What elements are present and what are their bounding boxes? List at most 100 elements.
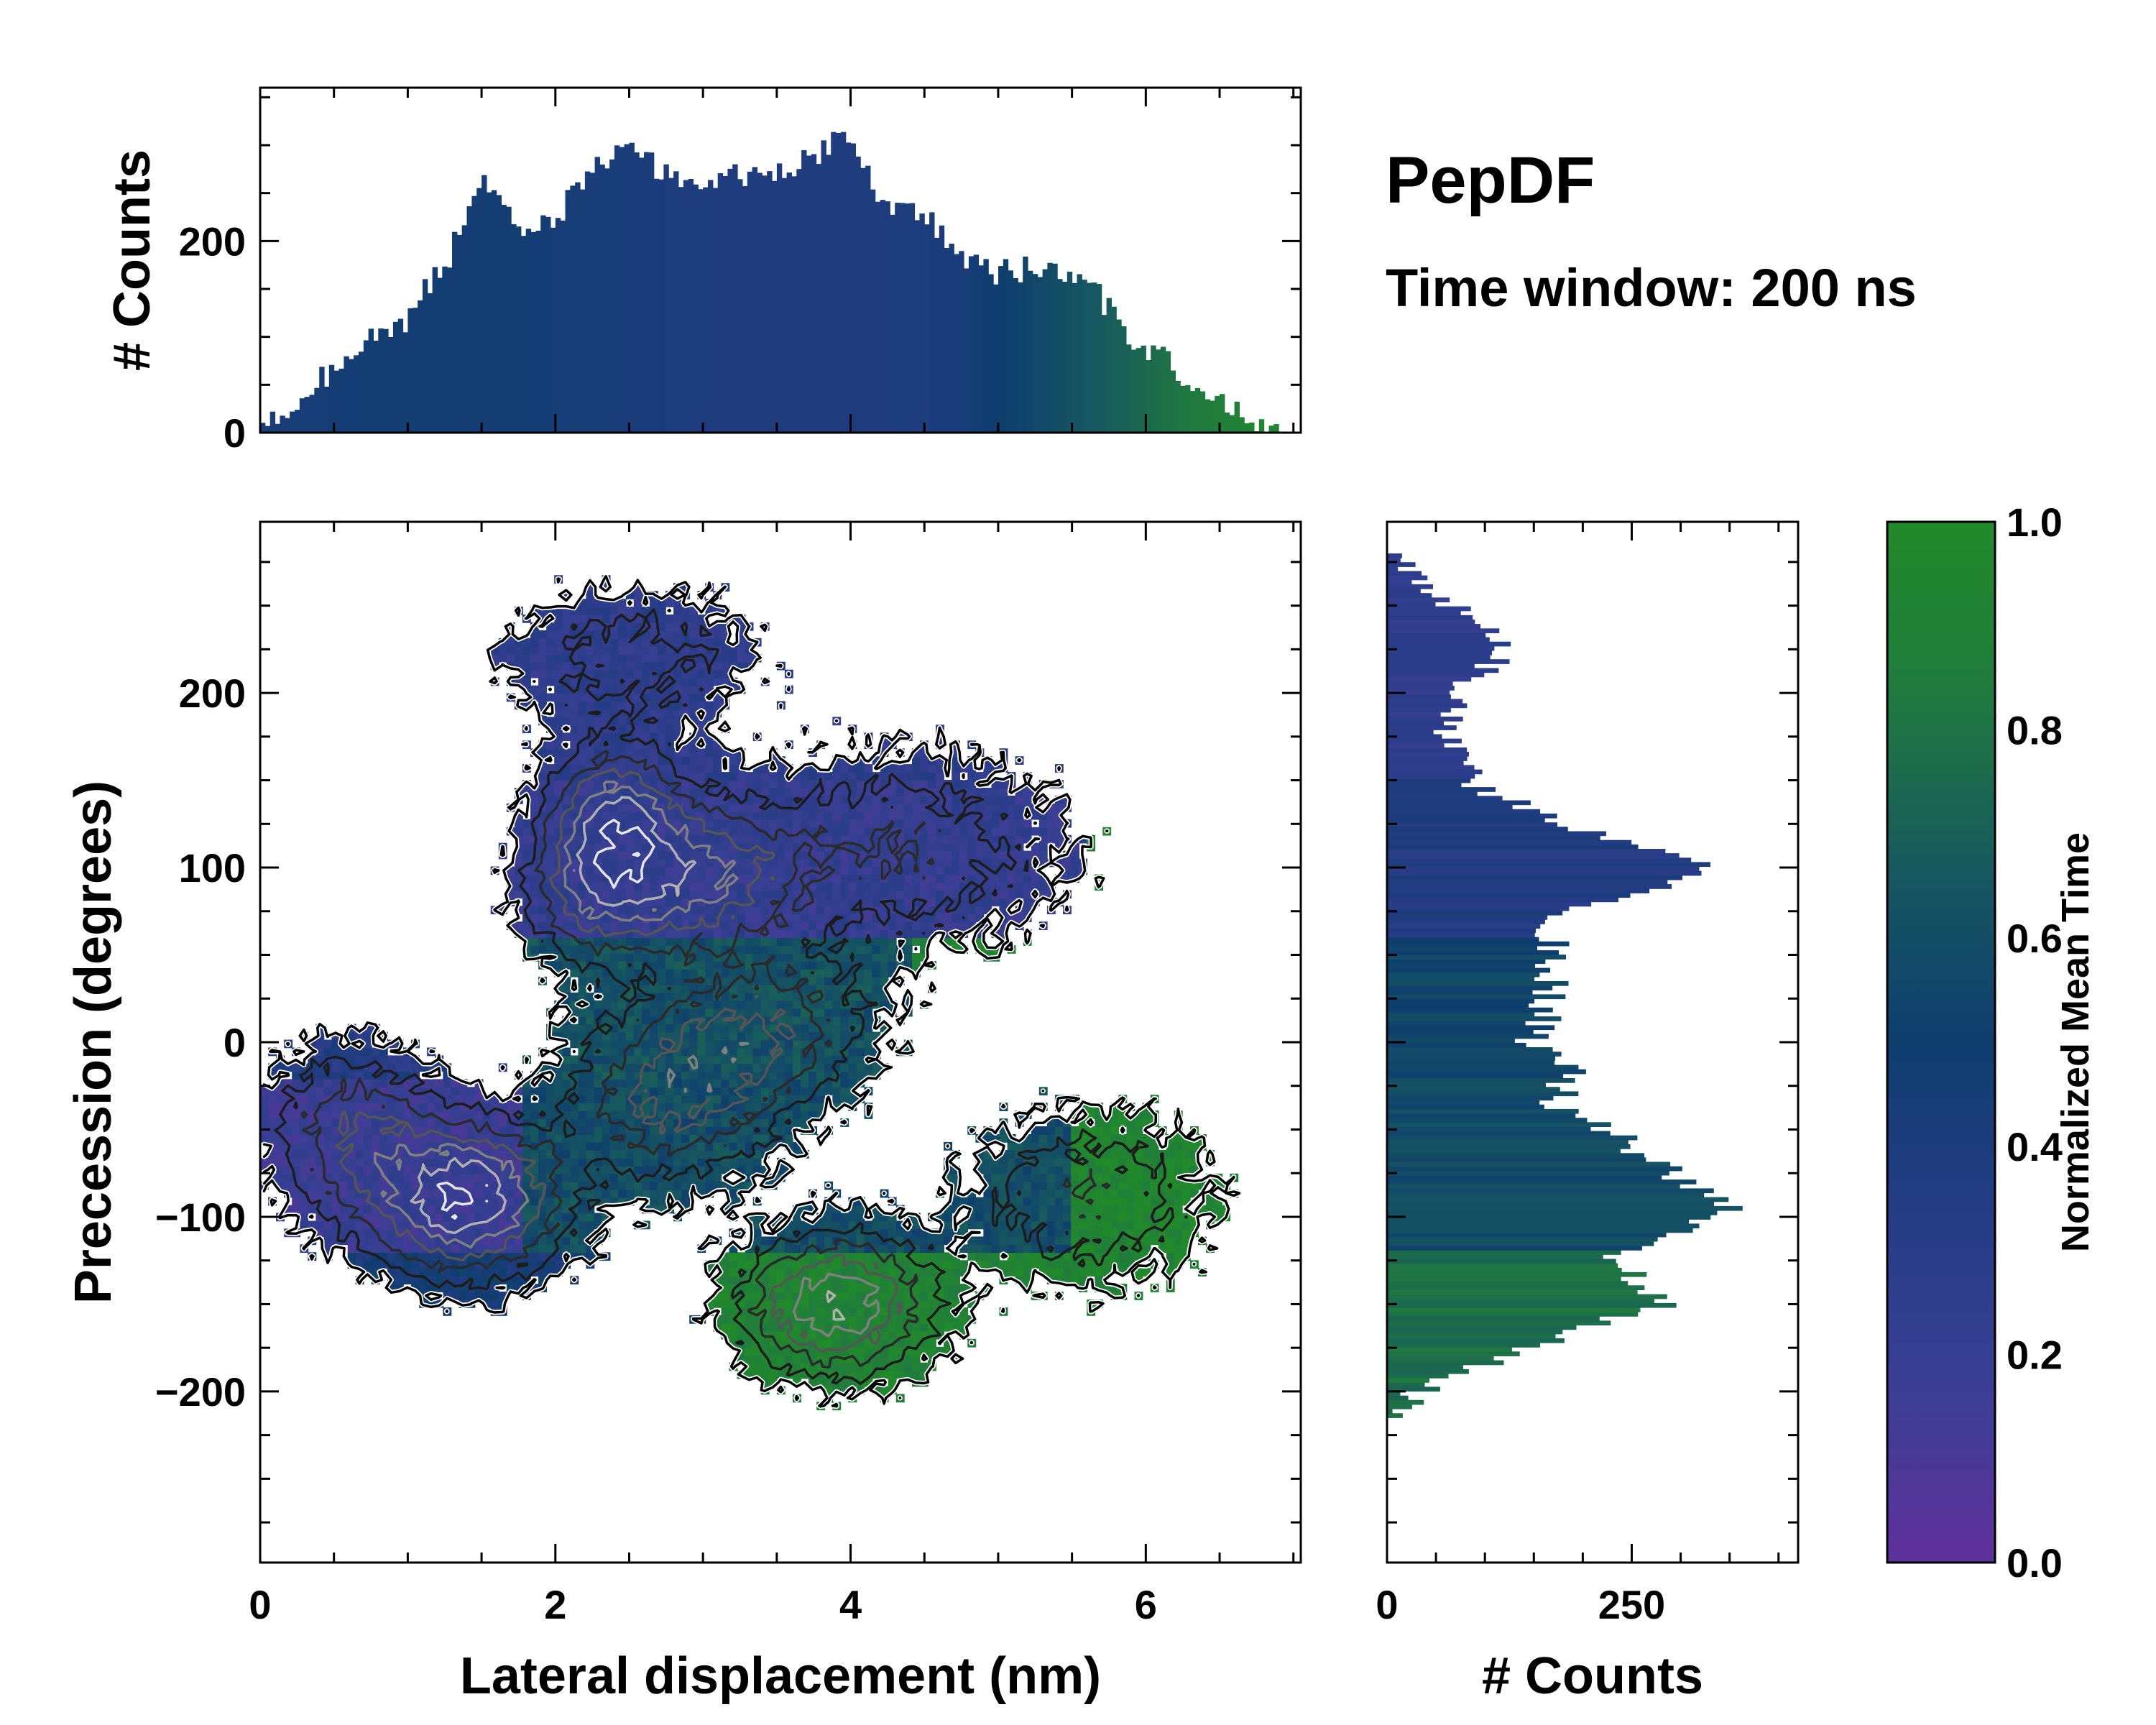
heatmap-cell [864,976,873,985]
heatmap-cell [1095,1189,1104,1198]
heatmap-cell [419,1103,428,1111]
heatmap-cell [562,1173,571,1182]
heatmap-cell [538,1276,547,1284]
heatmap-cell [1142,1165,1151,1174]
heatmap-cell [840,827,849,836]
heatmap-cell [665,1103,674,1111]
heatmap-cell [801,1095,809,1103]
heatmap-cell [967,1236,977,1246]
heatmap-cell [888,961,897,970]
heatmap-cell [824,984,834,993]
heatmap-cell [554,1031,563,1041]
heatmap-cell [760,1008,770,1017]
heatmap-cell [490,1276,499,1284]
heatmap-cell [1015,866,1024,875]
heatmap-cell [1102,1205,1112,1214]
heatmap-cell [872,1315,881,1324]
heatmap-cell [363,1213,372,1222]
heatmap-cell [578,976,587,985]
heatmap-cell [816,850,826,860]
heatmap-cell [928,1268,936,1276]
heatmap-cell [1087,1189,1096,1198]
heatmap-cell [474,1244,484,1254]
heatmap-cell [403,1157,412,1167]
heatmap-cell [911,1338,921,1348]
heatmap-cell [768,1268,778,1276]
heatmap-cell [586,1189,595,1198]
heatmap-cell [586,1055,595,1064]
heatmap-cell [784,1354,793,1363]
heatmap-cell [705,1008,714,1017]
heatmap-cell [895,788,905,796]
heatmap-cell [625,834,635,844]
heatmap-cell [466,1268,476,1276]
heatmap-cell [928,819,936,828]
heatmap-cell [760,874,770,883]
heatmap-cell [936,858,944,868]
heatmap-cell [443,1079,452,1088]
heatmap-cell [1071,1110,1079,1119]
heatmap-cell [514,1189,523,1198]
heatmap-cell [609,1141,619,1151]
heatmap-cell [641,1047,650,1057]
heatmap-cell [729,1338,738,1348]
heatmap-cell [594,1031,603,1041]
heatmap-cell [737,1095,746,1103]
heatmap-cell [1054,1260,1064,1269]
heatmap-cell [928,1292,936,1300]
heatmap-cell [1054,1118,1064,1127]
heatmap-cell [721,842,730,852]
heatmap-cell [975,906,985,915]
heatmap-cell [729,819,738,828]
heatmap-cell [793,929,801,938]
heatmap-cell [586,898,595,907]
heatmap-cell [395,1284,404,1292]
heatmap-cell [808,921,817,930]
heatmap-cell [641,1103,650,1111]
heatmap-cell [729,1039,738,1049]
heatmap-cell [578,1118,587,1127]
heatmap-cell [617,1016,627,1025]
heatmap-cell [737,1079,746,1088]
heatmap-cell [729,1095,738,1103]
heatmap-cell [347,1071,356,1080]
heatmap-cell [617,1126,627,1135]
heatmap-cell [315,1071,325,1080]
heatmap-cell [427,1276,436,1284]
heatmap-cell [903,1300,913,1308]
heatmap-cell [888,1378,897,1387]
heatmap-cell [944,1292,952,1300]
heatmap-cell [594,1181,603,1190]
heatmap-cell [331,1110,341,1119]
heatmap-cell [411,1141,420,1151]
heatmap-cell [760,1047,770,1057]
heatmap-cell [928,827,936,836]
heatmap-cell [721,1165,730,1174]
heatmap-cell [1046,819,1056,828]
heatmap-cell [649,1181,658,1190]
heatmap-cell [260,1087,269,1096]
heatmap-cell [459,1134,468,1143]
heatmap-cell [808,1228,817,1238]
heatmap-cell [379,1260,388,1269]
heatmap-cell [665,858,674,868]
heatmap-cell [888,811,897,820]
heatmap-cell [991,1252,1000,1261]
heatmap-cell [546,1220,555,1230]
heatmap-cell [609,1189,619,1198]
heatmap-cell [793,1141,801,1151]
heatmap-cell [554,1181,563,1190]
heatmap-cell [586,1071,595,1080]
heatmap-cell [292,1118,301,1127]
heatmap-cell [793,1079,801,1088]
heatmap-cell [832,1300,842,1308]
heatmap-cell [1110,1197,1120,1206]
heatmap-cell [681,914,691,923]
heatmap-cell [832,1095,842,1103]
heatmap-cell [856,772,865,781]
heatmap-cell [681,1103,691,1111]
heatmap-cell [451,1252,460,1261]
heatmap-cell [1038,850,1048,860]
heatmap-cell [848,937,857,946]
heatmap-cell [999,827,1008,836]
